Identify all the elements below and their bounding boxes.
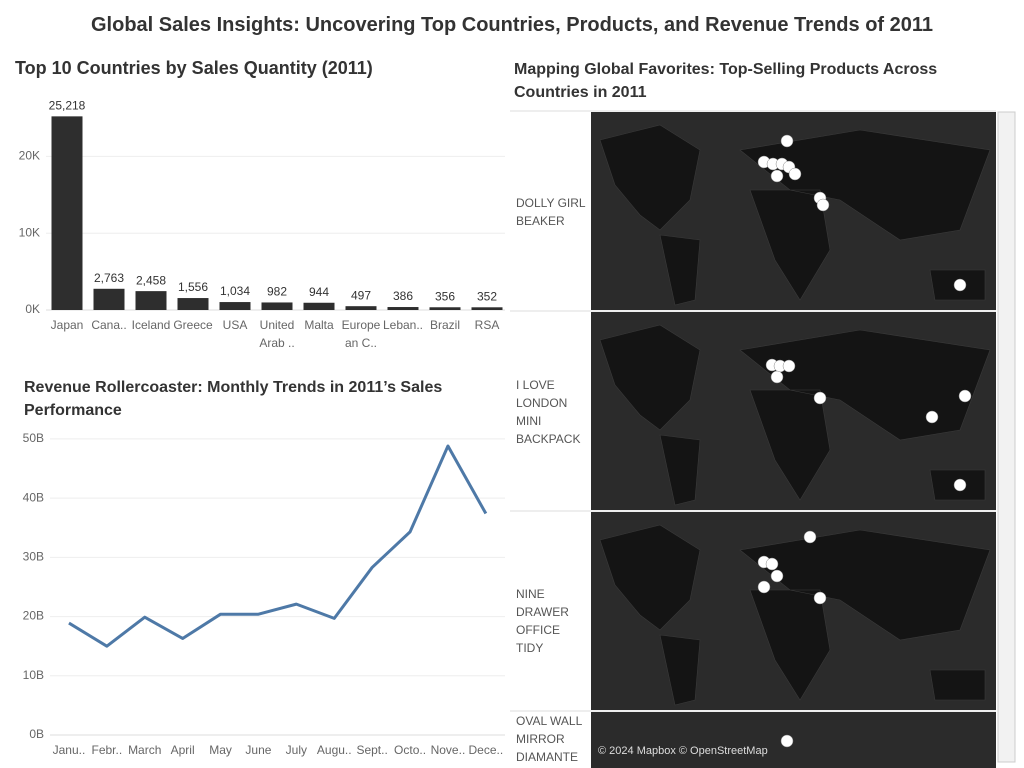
- map-point: [770, 370, 784, 384]
- map-point: [780, 134, 794, 148]
- y-tick-label: 10K: [19, 225, 40, 239]
- bar: [261, 302, 293, 310]
- map: [591, 712, 996, 768]
- y-tick-label: 20K: [19, 149, 40, 163]
- row-label: OVAL WALL MIRROR DIAMANTE: [516, 714, 582, 764]
- map-point: [788, 167, 802, 181]
- x-tick-label: Japan: [50, 318, 84, 332]
- x-tick-label: July: [285, 743, 307, 757]
- bar: [387, 307, 419, 310]
- bar: [303, 302, 335, 310]
- map-point: [782, 359, 796, 373]
- map-point: [958, 389, 972, 403]
- bar: [93, 288, 125, 310]
- x-tick-label: March: [128, 743, 162, 757]
- x-tick-label: Sept..: [356, 743, 388, 757]
- land: [599, 124, 991, 706]
- continents: [599, 324, 991, 506]
- line: [68, 444, 488, 648]
- x-tick-label: United Arab ..: [259, 318, 295, 350]
- map-point: [757, 580, 771, 594]
- dashboard-title: Global Sales Insights: Uncovering Top Co…: [90, 14, 934, 36]
- x-tick-label: Dece..: [468, 743, 504, 757]
- row-label: DOLLY GIRL BEAKER: [516, 196, 586, 228]
- data-label: 356: [435, 289, 455, 303]
- map-panel-title: Mapping Global Favorites: Top-Selling Pr…: [514, 61, 938, 101]
- map-point: [770, 169, 784, 183]
- map-point: [953, 278, 967, 292]
- x-tick-label: Octo..: [394, 743, 427, 757]
- continents: [599, 124, 991, 306]
- data-label: 982: [267, 285, 287, 299]
- bar: [51, 116, 83, 310]
- data-label: 1,034: [220, 284, 250, 298]
- map-point: [816, 198, 830, 212]
- map-point: [803, 530, 817, 544]
- y-tick-label: 40B: [23, 490, 44, 504]
- line-chart-title: Revenue Rollercoaster: Monthly Trends in…: [24, 379, 443, 419]
- y-tick-label: 50B: [23, 431, 44, 445]
- x-tick-label: Cana..: [91, 318, 127, 332]
- data-label: 386: [393, 289, 413, 303]
- x-tick-label: Janu..: [52, 743, 86, 757]
- map-point: [765, 557, 779, 571]
- x-tick-label: Febr..: [91, 743, 123, 757]
- data-label: 944: [309, 285, 329, 299]
- map-point: [925, 410, 939, 424]
- x-tick-label: Brazil: [429, 318, 460, 332]
- bar: [345, 306, 377, 310]
- map-point: [770, 569, 784, 583]
- bar-chart-title: Top 10 Countries by Sales Quantity (2011…: [15, 58, 373, 78]
- x-tick-label: Leban..: [382, 318, 424, 332]
- bar: [429, 307, 461, 310]
- data-label: 2,458: [136, 273, 166, 287]
- map-point: [813, 591, 827, 605]
- x-tick-label: June: [245, 743, 272, 757]
- x-tick-label: USA: [222, 318, 248, 332]
- x-tick-label: Nove..: [430, 743, 466, 757]
- map-point: [953, 478, 967, 492]
- x-tick-label: April: [170, 743, 195, 757]
- y-tick-label: 10B: [23, 668, 44, 682]
- scrollbar[interactable]: [997, 111, 1016, 763]
- data-label: 1,556: [178, 280, 208, 294]
- x-tick-label: European C..: [341, 318, 381, 350]
- row-label: NINE DRAWER OFFICE TIDY: [516, 587, 569, 655]
- map-point: [780, 734, 794, 748]
- x-tick-label: Iceland: [131, 318, 171, 332]
- x-tick-label: Augu..: [316, 743, 352, 757]
- bar: [135, 291, 167, 310]
- y-tick-label: 20B: [23, 609, 44, 623]
- x-tick-label: Malta: [304, 318, 334, 332]
- x-tick-label: May: [209, 743, 232, 757]
- row-separators: [510, 110, 996, 712]
- map-points: [757, 134, 972, 748]
- data-label: 2,763: [94, 271, 124, 285]
- data-label: 497: [351, 288, 371, 302]
- map-point: [813, 391, 827, 405]
- row-label: I LOVE LONDON MINI BACKPACK: [516, 378, 581, 446]
- data-label: 25,218: [49, 99, 86, 113]
- data-label: 352: [477, 289, 497, 303]
- bar: [177, 298, 209, 310]
- y-tick-label: 30B: [23, 550, 44, 564]
- y-tick-label: 0K: [25, 302, 40, 316]
- x-tick-label: Greece: [173, 318, 213, 332]
- y-tick-label: 0B: [29, 727, 44, 741]
- continents: [599, 524, 991, 706]
- map-attribution: © 2024 Mapbox © OpenStreetMap: [598, 745, 768, 757]
- x-tick-label: RSA: [474, 318, 500, 332]
- bar: [471, 307, 503, 310]
- bar: [219, 302, 251, 310]
